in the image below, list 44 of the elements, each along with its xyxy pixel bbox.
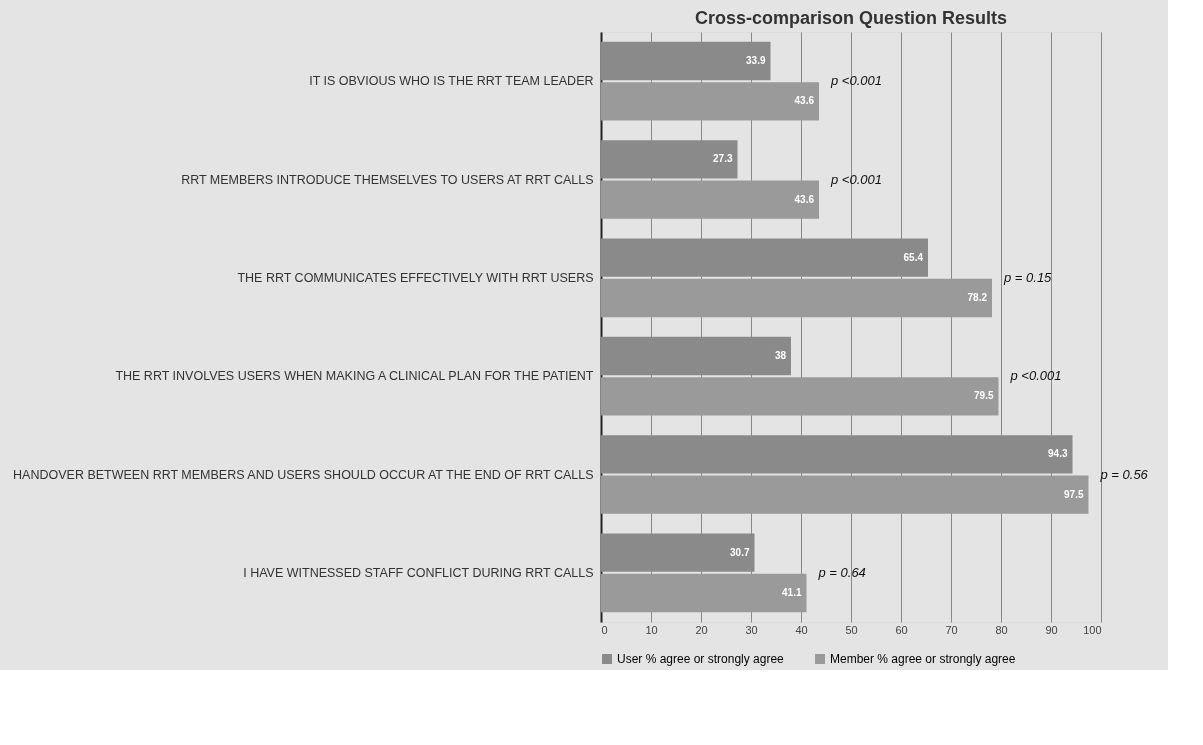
data-label: 79.5	[974, 390, 994, 402]
data-label: 33.9	[746, 55, 766, 66]
bar	[601, 180, 819, 219]
y-tick-label: IT IS OBVIOUS WHO IS THE RRT TEAM LEADER	[309, 74, 594, 89]
data-label: 78.2	[967, 292, 988, 303]
bar	[601, 377, 999, 416]
annotation: p = 0.64	[817, 564, 866, 580]
annotation: p <0.001	[1009, 368, 1062, 384]
x-tick-label: 30	[745, 623, 758, 636]
data-label: 38	[774, 350, 787, 361]
legend-label: User % agree or strongly agree	[617, 652, 785, 666]
data-label: 43.6	[794, 193, 815, 205]
y-tick-label: RRT MEMBERS INTRODUCE THEMSELVES TO USERS AT RRT CALLS	[181, 172, 594, 187]
x-tick-label: 100	[1083, 623, 1102, 636]
y-tick-label: THE RRT INVOLVES USERS WHEN MAKING A CLINICAL PLAN FOR THE PATIENT	[115, 369, 594, 384]
bar	[601, 475, 1089, 514]
x-tick-label: 40	[795, 623, 808, 636]
annotation: p <0.001	[830, 171, 882, 187]
data-label: 27.3	[713, 153, 733, 165]
data-label: 94.3	[1048, 448, 1068, 460]
y-tick-label: THE RRT COMMUNICATES EFFECTIVELY WITH RRT USERS	[237, 270, 594, 285]
x-tick-label: 90	[1045, 623, 1058, 636]
chart-title: Cross-comparison Question Results	[694, 8, 1008, 28]
annotation: p <0.001	[830, 73, 882, 89]
bar	[601, 278, 992, 318]
bar	[601, 82, 819, 121]
x-tick-label: 70	[945, 623, 958, 636]
x-tick-label: 20	[695, 623, 708, 636]
bar	[601, 573, 807, 613]
y-tick-label: I HAVE WITNESSED STAFF CONFLICT DURING RRT CALLS	[243, 565, 594, 580]
x-tick-label: 60	[895, 623, 908, 636]
data-label: 41.1	[782, 587, 802, 598]
annotation: p = 0.15	[1003, 269, 1053, 285]
data-label: 97.5	[1064, 488, 1084, 500]
annotation: p = 0.56	[1099, 466, 1149, 482]
x-tick-label: 10	[645, 623, 658, 636]
data-label: 43.6	[794, 95, 815, 107]
data-label: 65.4	[903, 251, 924, 263]
x-tick-label: 80	[995, 623, 1008, 636]
y-tick-label: HANDOVER BETWEEN RRT MEMBERS AND USERS SHOULD OCCUR AT THE END OF RRT CALLS	[13, 467, 594, 482]
x-tick-label: 50	[845, 623, 858, 636]
x-tick-label: 0	[601, 623, 608, 636]
data-label: 30.7	[730, 546, 750, 558]
legend-label: Member % agree or strongly agree	[830, 652, 1016, 666]
